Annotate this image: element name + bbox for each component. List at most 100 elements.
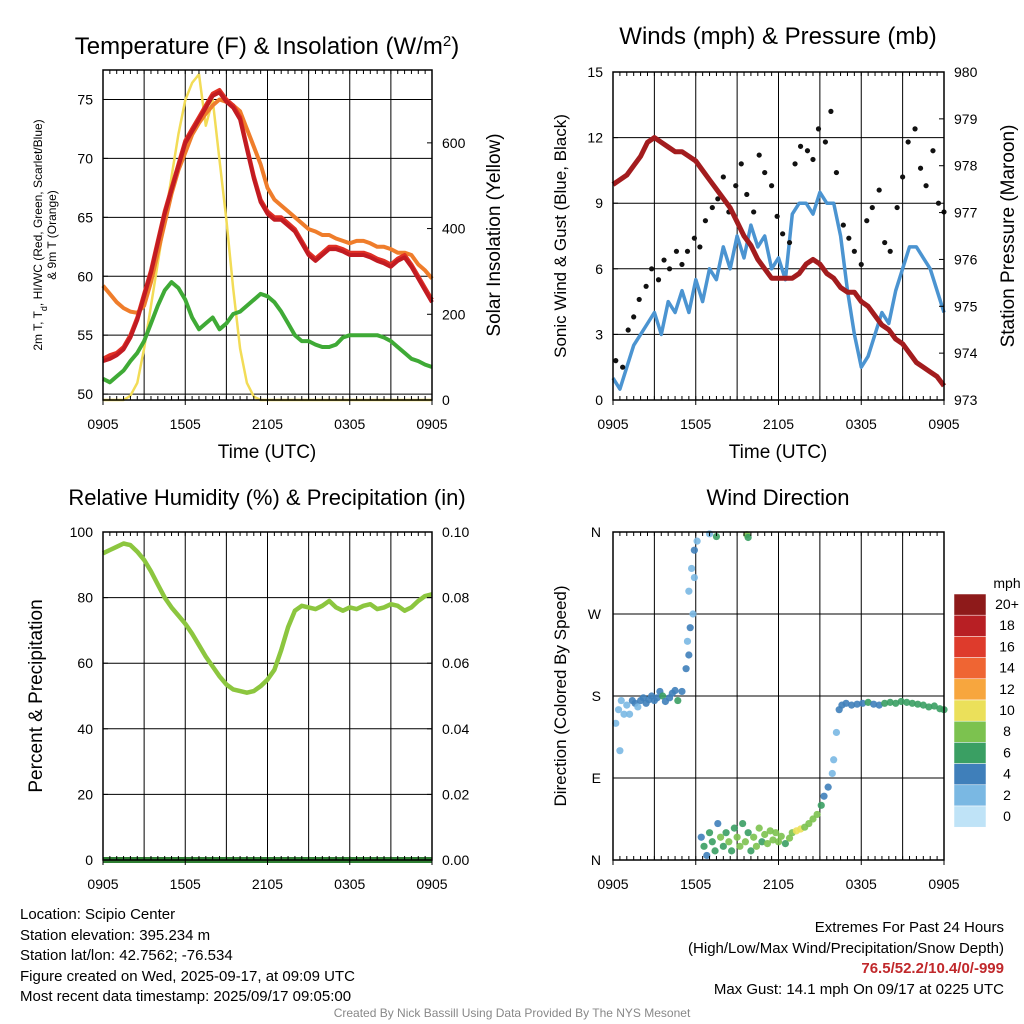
wind-direction-point (659, 692, 667, 700)
gust-point (709, 204, 715, 211)
temperature-y2tick-label: 400 (442, 221, 466, 237)
temperature-series-line (102, 280, 433, 385)
winds-ytick-label: 15 (587, 64, 603, 80)
wind-direction-point (809, 815, 817, 823)
gust-point (715, 196, 721, 202)
gust-point (869, 204, 875, 211)
colorbar-label: 18 (999, 617, 1015, 633)
colorbar-label: 12 (999, 681, 1015, 697)
gust-point (769, 183, 775, 189)
wind-direction-point (741, 838, 750, 846)
wind-direction-point (886, 698, 894, 706)
winds-xtick-label: 0905 (597, 416, 628, 432)
gust-point (679, 261, 685, 268)
humidity-ytick-label: 20 (77, 786, 93, 802)
station-elevation: Station elevation: 395.234 m (20, 926, 211, 944)
wind-direction-point (774, 838, 783, 846)
wind-direction-point (685, 587, 693, 595)
gust-point (815, 126, 822, 132)
wind-direction-point (813, 810, 821, 819)
colorbar-swatch (953, 593, 987, 616)
wind-direction-points (612, 530, 948, 860)
wind-direction-point (617, 696, 625, 705)
humidity-panel: Relative Humidity (%) & Precipitation (i… (26, 485, 469, 892)
gust-point (833, 169, 840, 176)
pressure-line (611, 135, 947, 388)
gust-point (613, 358, 619, 364)
gust-point (780, 231, 786, 237)
wind-direction-point (634, 703, 642, 711)
winds-y2tick-label: 976 (954, 251, 978, 267)
station-latlon: Station lat/lon: 42.7562; -76.534 (20, 947, 233, 964)
wind-direction-point (725, 838, 733, 846)
temperature-ylabel: 2m T, Td, HI/WC (Red, Green, Scarlet/Blu… (31, 119, 49, 350)
wind-direction-ytick-label: N (591, 852, 601, 868)
winds-y2tick-label: 975 (954, 298, 978, 314)
gust-point (720, 174, 726, 180)
winds-xtick-label: 2105 (763, 416, 794, 432)
wind-direction-point (685, 651, 693, 659)
colorbar-swatch (953, 805, 987, 828)
wind-direction-point (752, 842, 761, 850)
winds-y2tick-label: 980 (954, 64, 978, 80)
winds-xtick-label: 0305 (846, 416, 877, 432)
temperature-y2tick-label: 600 (442, 135, 466, 151)
humidity-y2tick-label: 0.00 (442, 852, 469, 868)
wind-direction-panel: Wind Direction 0905 1505 2105 0305 0905 N E S W N… (551, 485, 1021, 892)
temperature-xtick-label: 0305 (334, 416, 365, 432)
wind-direction-point (690, 573, 698, 582)
temperature-panel: Temperature (F) & Insolation (W/m2) 0905… (31, 33, 505, 464)
wind-direction-point (824, 783, 832, 791)
wind-direction-point (763, 840, 772, 848)
wind-direction-point (766, 827, 774, 835)
humidity-ytick-label: 80 (77, 590, 93, 606)
gust-point (691, 235, 697, 241)
gust-point (858, 261, 864, 268)
wind-direction-xtick-label: 0905 (928, 876, 959, 892)
winds-tick-labels: 0905 1505 2105 0305 0905 0 3 6 9 12 15 973 974 975 976… (587, 64, 977, 432)
winds-y2label: Station Pressure (Maroon) (998, 125, 1019, 348)
humidity-xtick-label: 0905 (87, 876, 118, 892)
wind-direction-point (614, 706, 623, 714)
humidity-y2tick-label: 0.08 (442, 590, 469, 606)
colorbar-label: 16 (999, 638, 1015, 654)
colorbar-label: 10 (999, 702, 1015, 718)
gust-point (923, 183, 929, 189)
gust-point (792, 161, 798, 167)
gust-point (912, 126, 918, 132)
wind-direction-point (714, 819, 722, 828)
wind-direction-point (708, 838, 716, 846)
winds-ylabel: Sonic Wind & Gust (Blue, Black) (551, 114, 570, 358)
wind-direction-point (612, 719, 620, 727)
wind-direction-point (750, 833, 758, 841)
wind-direction-point (842, 699, 850, 707)
gust-point (840, 222, 846, 228)
wind-direction-point (688, 564, 696, 573)
humidity-y2tick-label: 0.02 (442, 786, 469, 802)
gust-point (797, 143, 804, 149)
winds-ytick-label: 3 (595, 326, 603, 342)
colorbar-swatch (953, 784, 987, 807)
winds-y2tick-label: 979 (954, 111, 978, 127)
station-info: Location: Scipio Center Station elevatio… (20, 905, 355, 1008)
gust-point (930, 148, 936, 154)
gust-point (744, 191, 750, 198)
sonic-wind-line (611, 190, 946, 391)
wind-direction-point (897, 697, 905, 706)
temperature-series-line (102, 90, 434, 363)
wind-direction-point (777, 832, 785, 840)
gust-point (733, 183, 739, 189)
wind-direction-point (736, 842, 744, 850)
humidity-y2tick-label: 0.10 (442, 524, 469, 540)
winds-xlabel: Time (UTC) (729, 442, 828, 463)
wind-direction-point (908, 699, 916, 707)
colorbar-swatch (953, 636, 987, 658)
wind-direction-tick-labels: 0905 1505 2105 0305 0905 N E S W N (588, 524, 960, 892)
wind-direction-point (682, 665, 690, 673)
humidity-title: Relative Humidity (%) & Precipitation (i… (68, 485, 465, 510)
extremes-info: Extremes For Past 24 Hours (High/Low/Max… (688, 918, 1004, 1000)
wind-direction-point (703, 851, 711, 860)
gust-point (905, 139, 911, 145)
temperature-ytick-label: 50 (77, 386, 93, 402)
colorbar-swatch (953, 742, 987, 764)
